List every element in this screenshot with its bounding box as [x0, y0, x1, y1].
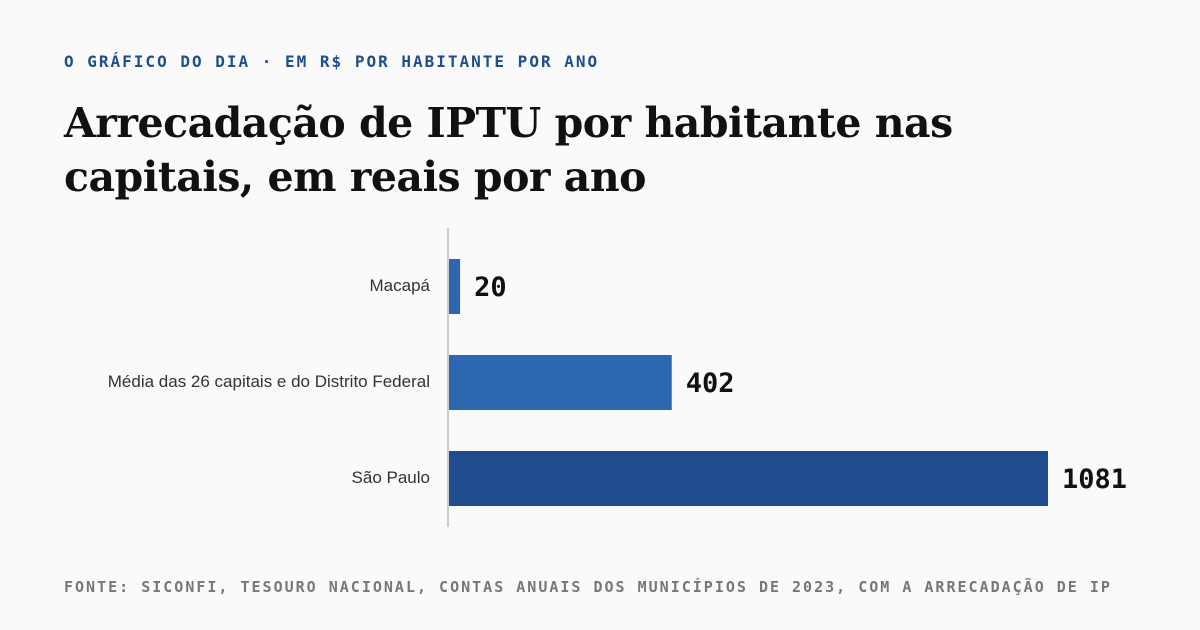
bar-chart: Macapá 20 Média das 26 capitais e do Distr… [108, 228, 1127, 527]
bar [449, 355, 672, 410]
category-label: Macapá [370, 276, 431, 295]
source-note: FONTE: SICONFI, TESOURO NACIONAL, CONTAS… [64, 578, 1112, 596]
value-label: 1081 [1062, 464, 1127, 495]
value-label: 402 [686, 368, 735, 399]
category-label: Média das 26 capitais e do Distrito Fede… [108, 372, 430, 391]
value-label: 20 [474, 272, 507, 303]
category-label: São Paulo [352, 468, 430, 487]
bar [449, 259, 461, 314]
chart-title: Arrecadação de IPTU por habitante nas ca… [64, 99, 953, 201]
chart-kicker: O GRÁFICO DO DIA · EM R$ POR HABITANTE P… [64, 52, 600, 71]
bar [449, 451, 1048, 506]
